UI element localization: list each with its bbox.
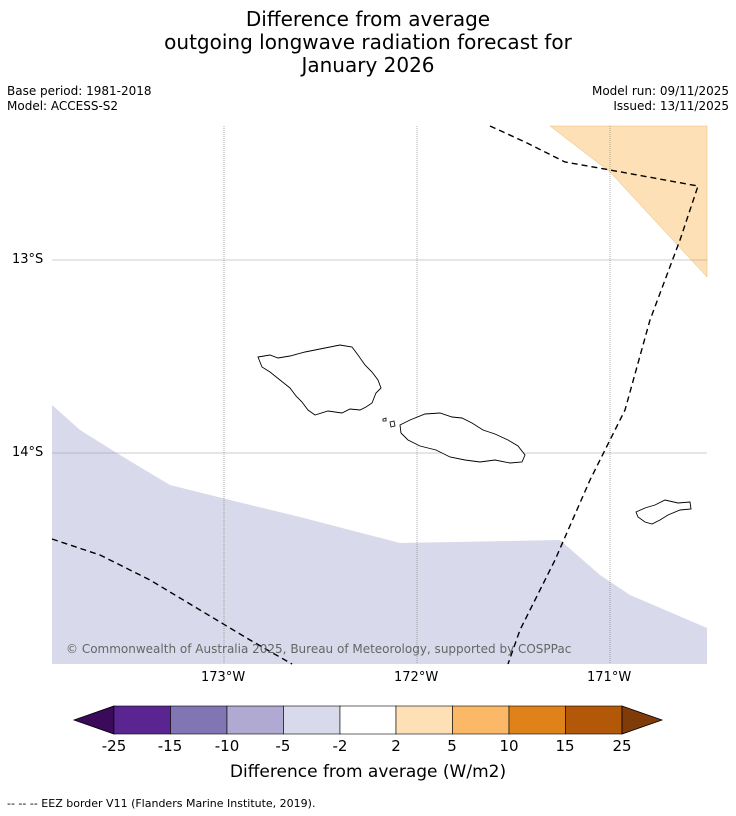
colorbar-extend-low <box>72 705 115 735</box>
meta-right: Model run: 09/11/2025 Issued: 13/11/2025 <box>592 84 729 114</box>
eez-footer-note: -- -- -- EEZ border V11 (Flanders Marine… <box>7 797 316 810</box>
cbar-label-m25: -25 <box>101 737 127 755</box>
colorbar-bin-4 <box>283 705 341 735</box>
colorbar-bin-6 <box>395 705 453 735</box>
cbar-label-2: 2 <box>391 737 401 755</box>
island-upolu <box>399 412 526 464</box>
colorbar-bin-2 <box>170 705 228 735</box>
colorbar-bin-3 <box>226 705 284 735</box>
island-savaii <box>257 344 382 416</box>
title-line-1: Difference from average <box>245 7 491 31</box>
island-manono <box>389 420 396 428</box>
chart-title: Difference from average outgoing longwav… <box>0 8 736 77</box>
cbar-label-5: 5 <box>447 737 457 755</box>
lat-label-13s: 13°S <box>12 252 44 267</box>
colorbar-bin-5 <box>339 705 397 735</box>
cbar-label-15: 15 <box>555 737 575 755</box>
colorbar-bin-1 <box>113 705 171 735</box>
cbar-label-m2: -2 <box>332 737 348 755</box>
title-line-2: outgoing longwave radiation forecast for <box>164 30 572 54</box>
colorbar-bin-8 <box>508 705 566 735</box>
colorbar-extend-high <box>621 705 664 735</box>
region-positive <box>549 125 708 278</box>
cbar-label-m5: -5 <box>275 737 291 755</box>
colorbar-title: Difference from average (W/m2) <box>229 762 507 782</box>
copyright-notice: © Commonwealth of Australia 2025, Bureau… <box>66 642 572 656</box>
model-name: Model: ACCESS-S2 <box>7 99 119 113</box>
cbar-label-m10: -10 <box>214 737 240 755</box>
cbar-label-10: 10 <box>499 737 519 755</box>
lon-label-173w: 173°W <box>201 670 246 685</box>
colorbar-bin-7 <box>452 705 510 735</box>
island-tutuila <box>635 499 692 525</box>
cbar-label-m15: -15 <box>157 737 183 755</box>
meta-left: Base period: 1981-2018 Model: ACCESS-S2 <box>7 84 152 114</box>
base-period: Base period: 1981-2018 <box>7 84 152 98</box>
lon-label-172w: 172°W <box>394 670 439 685</box>
model-run: Model run: 09/11/2025 <box>591 84 729 98</box>
title-line-3: January 2026 <box>301 53 435 77</box>
cbar-label-25: 25 <box>612 737 632 755</box>
island-apolima <box>382 417 387 422</box>
eez-border-south <box>51 538 293 665</box>
region-negative <box>52 405 707 664</box>
issued-date: Issued: 13/11/2025 <box>613 99 729 113</box>
lat-label-14s: 14°S <box>12 445 44 460</box>
colorbar-bin-9 <box>565 705 623 735</box>
eez-border-north <box>489 125 699 665</box>
lon-label-171w: 171°W <box>587 670 632 685</box>
